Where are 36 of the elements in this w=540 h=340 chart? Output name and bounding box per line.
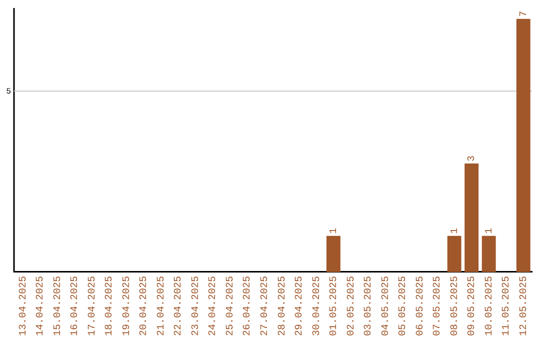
- x-tick-label: 09.05.2025: [467, 276, 478, 336]
- x-tick-label: 11.05.2025: [502, 276, 513, 336]
- x-tick-label: 30.04.2025: [312, 276, 323, 336]
- x-tick-label: 01.05.2025: [329, 276, 340, 336]
- x-tick-label: 07.05.2025: [432, 276, 444, 336]
- x-tick-label: 22.04.2025: [174, 276, 185, 336]
- x-tick-label: 05.05.2025: [398, 276, 410, 336]
- x-tick-label: 25.04.2025: [225, 276, 236, 336]
- data-label: 7: [519, 10, 530, 17]
- x-tick-label: 12.05.2025: [519, 276, 530, 336]
- x-tick-label: 04.05.2025: [380, 276, 392, 336]
- x-tick-label: 28.04.2025: [277, 276, 288, 336]
- x-tick-label: 26.04.2025: [242, 276, 254, 336]
- data-label: 1: [484, 228, 496, 234]
- x-tick-label: 19.04.2025: [122, 276, 133, 336]
- x-tick-label: 08.05.2025: [450, 276, 461, 336]
- x-tick-label: 18.04.2025: [104, 276, 116, 336]
- x-tick-label: 24.04.2025: [208, 276, 220, 336]
- x-tick-label: 06.05.2025: [415, 276, 426, 336]
- x-tick-label: 29.04.2025: [294, 276, 306, 336]
- x-tick-label: 20.04.2025: [139, 276, 150, 336]
- data-label: 1: [450, 228, 461, 234]
- data-label: 3: [467, 155, 478, 162]
- x-tick-label: 15.04.2025: [52, 276, 64, 336]
- x-tick-label: 17.04.2025: [87, 276, 98, 336]
- x-tick-label: 13.04.2025: [18, 276, 30, 336]
- x-tick-label: 10.05.2025: [484, 276, 496, 336]
- x-tick-label: 03.05.2025: [364, 276, 375, 336]
- x-tick-label: 21.04.2025: [156, 276, 168, 336]
- x-tick-label: 23.04.2025: [190, 276, 202, 336]
- x-tick-label: 02.05.2025: [346, 276, 358, 336]
- x-tick-label: 16.04.2025: [70, 276, 82, 336]
- x-tick-label: 27.04.2025: [260, 276, 272, 336]
- data-label: 1: [329, 228, 340, 234]
- x-tick-label: 14.04.2025: [36, 276, 47, 336]
- ref-line-label: 5: [6, 87, 12, 96]
